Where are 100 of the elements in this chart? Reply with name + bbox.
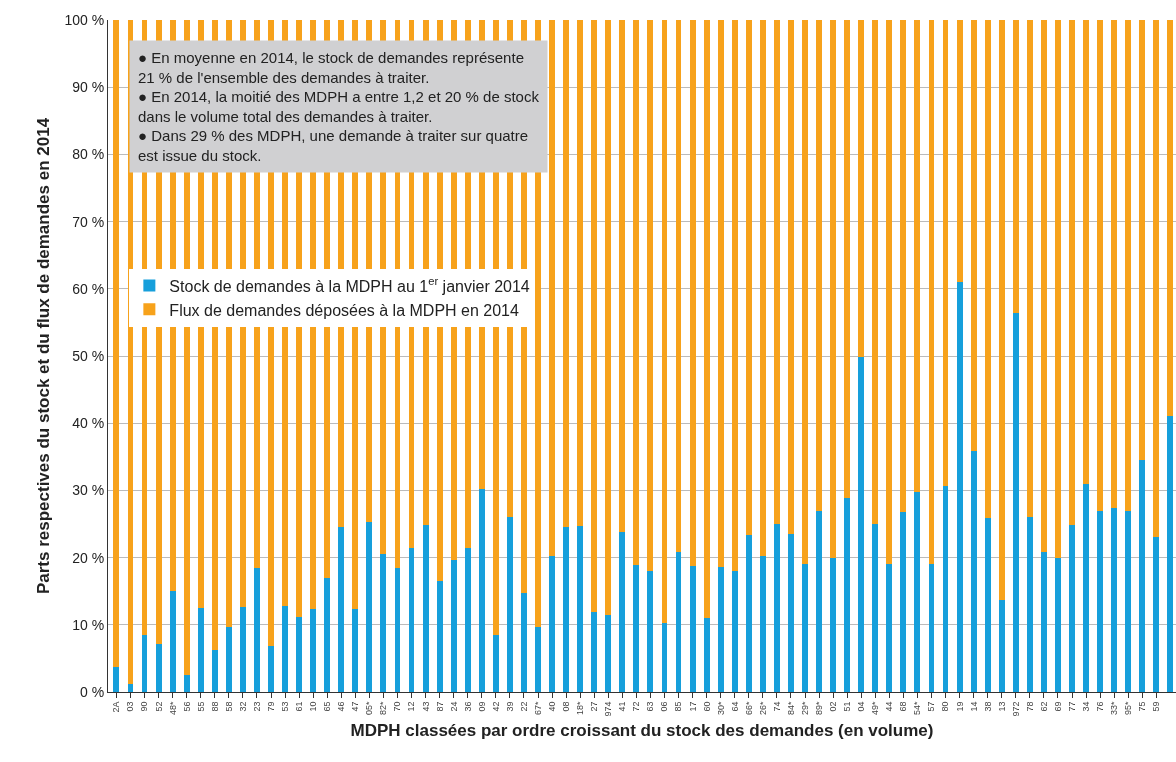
x-tick-label: 47	[350, 701, 361, 712]
bar	[816, 20, 822, 511]
bar	[563, 527, 569, 692]
bar	[1027, 20, 1033, 517]
x-tick-label: 87	[434, 701, 445, 712]
x-tick-label: 76	[1095, 701, 1106, 712]
bar	[676, 552, 681, 692]
bar	[844, 20, 850, 498]
bar	[676, 20, 681, 552]
x-tick-label: 57	[926, 701, 937, 712]
x-tick-label: 88	[209, 701, 220, 712]
x-tick-label: 53	[279, 701, 290, 712]
x-tick-label: 12	[406, 701, 417, 712]
bar	[957, 282, 963, 692]
x-tick-label: 48*	[167, 701, 178, 716]
bar	[549, 20, 555, 556]
x-axis-title: MDPH classées par ordre croissant du stock des demandes (en volume)	[350, 721, 934, 741]
y-tick-label: 100 %	[64, 11, 105, 28]
bar	[451, 560, 457, 692]
x-tick-label: 63	[645, 701, 656, 712]
x-tick-label: 84*	[785, 701, 796, 716]
x-tick-label: 85	[673, 701, 684, 712]
x-tick-label: 13	[996, 701, 1007, 712]
bar	[619, 532, 625, 692]
x-tick-label: 38	[982, 701, 993, 712]
x-tick-label: 62	[1038, 701, 1049, 712]
bar	[943, 20, 948, 486]
x-tick-label: 64	[729, 701, 740, 712]
x-tick-label: 69	[1052, 701, 1063, 712]
x-tick-label: 02	[828, 701, 839, 712]
bar	[1069, 20, 1075, 525]
bar	[423, 525, 429, 692]
y-tick-label: 90 %	[72, 79, 105, 96]
bar	[788, 20, 794, 534]
x-tick-label: 43	[420, 701, 431, 712]
x-tick-label: 49*	[870, 701, 881, 716]
bar	[662, 623, 667, 692]
bar	[591, 612, 597, 692]
x-tick-label: 06	[659, 701, 670, 712]
bar	[324, 578, 330, 692]
x-tick-label: 36	[462, 701, 473, 712]
bar	[113, 667, 119, 692]
bar	[788, 534, 794, 692]
legend-label: Flux de demandes déposées à la MDPH en 2014	[169, 301, 520, 319]
bar	[310, 609, 316, 692]
bar	[282, 606, 288, 692]
bar	[1153, 20, 1159, 537]
bar	[1111, 20, 1117, 508]
x-tick-label: 60	[701, 701, 712, 712]
bar	[914, 492, 920, 692]
bar	[718, 20, 724, 567]
bar	[409, 548, 414, 692]
bar	[985, 518, 991, 692]
x-tick-label: 14	[968, 701, 979, 712]
x-tick-label: 82*	[378, 701, 389, 716]
x-tick-label: 40	[546, 701, 557, 712]
x-tick-label: 95*	[1123, 701, 1134, 716]
x-tick-label: 19	[954, 701, 965, 712]
bar	[999, 600, 1005, 692]
bar	[802, 564, 808, 692]
bar	[184, 675, 190, 692]
bar	[886, 20, 892, 564]
x-tick-label: 59	[1151, 701, 1162, 712]
bar	[690, 20, 696, 566]
bar	[1167, 20, 1173, 416]
legend-label: Stock de demandes à la MDPH au 1$^{er}$ janvier 2014	[169, 275, 530, 295]
x-tick-label: 68	[898, 701, 909, 712]
bar	[844, 498, 850, 692]
bar	[465, 548, 471, 692]
x-tick-label: 65	[322, 701, 333, 712]
y-tick-label: 80 %	[72, 146, 105, 163]
x-tick-label: 24	[448, 701, 459, 712]
x-tick-label: 39	[504, 701, 515, 712]
bar	[535, 627, 541, 692]
bar	[858, 20, 864, 357]
bar	[900, 512, 906, 692]
bar	[633, 20, 639, 565]
x-tick-label: 18*	[575, 701, 586, 716]
x-tick-label: 42	[490, 701, 501, 712]
bar	[830, 558, 836, 692]
x-tick-label: 2A	[111, 701, 122, 713]
bar	[704, 20, 710, 618]
bar	[212, 650, 218, 692]
bar	[886, 564, 892, 692]
bar	[142, 635, 147, 692]
x-tick-label: 58	[223, 701, 234, 712]
bar	[872, 524, 878, 692]
x-tick-label: 27	[589, 701, 600, 712]
bar	[633, 565, 639, 692]
bar	[1041, 20, 1047, 552]
bar	[113, 20, 119, 667]
x-tick-label: 26*	[757, 701, 768, 716]
x-tick-label: 03	[125, 701, 136, 712]
y-axis-title: Parts respectives du stock et du flux de demandes en 2014	[34, 117, 54, 595]
x-tick-label: 08	[561, 701, 572, 712]
x-tick-label: 04	[856, 701, 867, 712]
x-tick-label: 79	[265, 701, 276, 712]
bar	[1125, 20, 1131, 511]
bar	[900, 20, 906, 512]
bar	[774, 20, 780, 524]
